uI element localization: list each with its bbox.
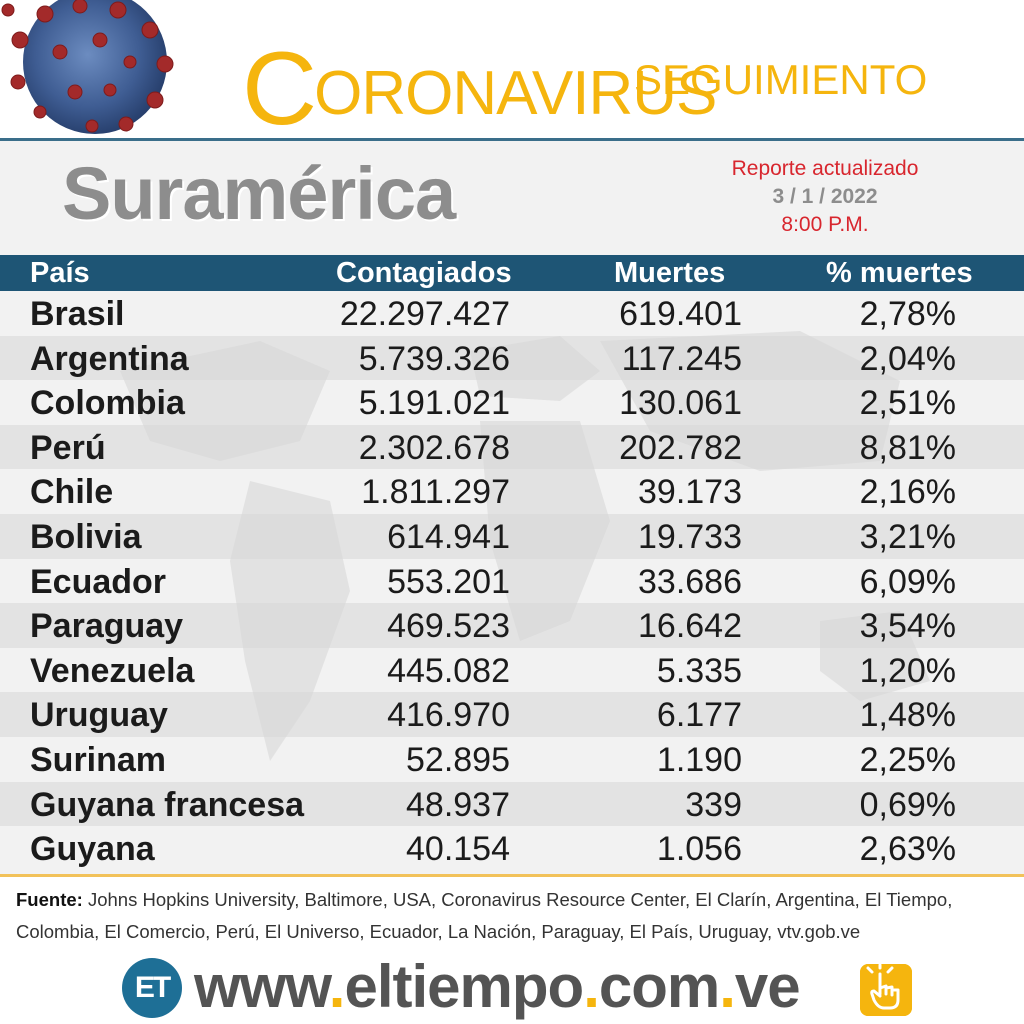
url-part: ve	[734, 953, 801, 1020]
cell-cases: 52.895	[406, 740, 510, 779]
cell-pct: 3,21%	[859, 517, 956, 556]
table-row: Uruguay 416.970 6.177 1,48%	[0, 692, 1024, 737]
cell-deaths: 19.733	[638, 517, 742, 556]
cell-deaths: 16.642	[638, 607, 742, 646]
cell-country: Argentina	[30, 339, 189, 378]
title-sub: SEGUIMIENTO	[634, 56, 928, 103]
cell-deaths: 39.173	[638, 473, 742, 512]
table-row: Bolivia 614.941 19.733 3,21%	[0, 513, 1024, 559]
cell-deaths: 339	[685, 785, 742, 824]
report-label: Reporte actualizado	[731, 157, 919, 180]
source-note: Fuente: Johns Hopkins University, Baltim…	[16, 884, 1016, 948]
table-row: Argentina 5.739.326 117.245 2,04%	[0, 335, 1024, 381]
cell-cases: 40.154	[406, 830, 510, 869]
report-time: 8:00 P.M.	[781, 213, 869, 236]
source-text: Johns Hopkins University, Baltimore, USA…	[16, 889, 953, 942]
table-row: Perú 2.302.678 202.782 8,81%	[0, 424, 1024, 470]
url-part: www	[194, 953, 330, 1020]
column-header-pct: % muertes	[826, 257, 973, 289]
cell-pct: 6,09%	[859, 562, 956, 601]
cell-cases: 22.297.427	[339, 295, 510, 333]
table-body: Brasil 22.297.427 619.401 2,78% Argentin…	[0, 291, 1024, 871]
url-part: com	[598, 953, 720, 1020]
cell-country: Guyana	[30, 830, 155, 869]
table-row: Chile 1.811.297 39.173 2,16%	[0, 469, 1024, 514]
cell-deaths: 1.056	[656, 830, 742, 869]
cell-cases: 445.082	[387, 651, 510, 690]
title-rest: ORONAVIRUS	[314, 59, 717, 128]
cell-pct: 2,25%	[859, 740, 956, 779]
cell-pct: 3,54%	[859, 607, 956, 646]
main-title: CORONAVIRUS SEGUIMIENTO	[242, 14, 1002, 147]
cell-cases: 614.941	[387, 517, 510, 556]
cell-country: Colombia	[30, 384, 185, 423]
table-row: Guyana francesa 48.937 339 0,69%	[0, 781, 1024, 827]
region-title: Suramérica	[62, 152, 456, 235]
cell-cases: 48.937	[406, 785, 510, 824]
cell-country: Bolivia	[30, 517, 142, 556]
report-date: 3 / 1 / 2022	[772, 185, 878, 208]
url-dot: .	[328, 953, 346, 1020]
cell-pct: 8,81%	[859, 428, 956, 467]
cell-cases: 1.811.297	[361, 473, 510, 512]
cell-deaths: 5.335	[656, 651, 742, 690]
header: CORONAVIRUS SEGUIMIENTO	[0, 0, 1024, 147]
cell-deaths: 619.401	[619, 295, 742, 333]
table-row: Paraguay 469.523 16.642 3,54%	[0, 603, 1024, 648]
hand-pointer-icon	[860, 964, 912, 1016]
table-row: Brasil 22.297.427 619.401 2,78%	[0, 291, 1024, 336]
title-initial: C	[242, 31, 317, 147]
cell-country: Brasil	[30, 295, 125, 333]
cell-deaths: 117.245	[621, 339, 742, 378]
url-part: eltiempo	[344, 953, 584, 1020]
table-header: País Contagiados Muertes % muertes	[0, 255, 1024, 291]
cell-country: Paraguay	[30, 607, 184, 646]
cell-country: Chile	[30, 473, 114, 512]
coronavirus-icon	[1, 0, 174, 134]
cell-cases: 553.201	[387, 562, 510, 601]
cell-cases: 469.523	[387, 607, 510, 646]
cell-country: Guyana francesa	[30, 785, 305, 824]
cell-pct: 2,16%	[859, 473, 956, 512]
report-info: Reporte actualizado 3 / 1 / 2022 8:00 P.…	[690, 155, 960, 239]
column-header-cases: Contagiados	[336, 257, 512, 289]
table-row: Venezuela 445.082 5.335 1,20%	[0, 648, 1024, 693]
cell-pct: 0,69%	[859, 785, 956, 824]
cell-country: Surinam	[30, 740, 167, 779]
cell-deaths: 1.190	[656, 740, 742, 779]
site-url[interactable]: www.eltiempo.com.ve	[194, 952, 801, 1021]
et-logo: ET	[122, 958, 182, 1018]
cell-cases: 2.302.678	[358, 428, 510, 467]
cell-pct: 2,04%	[859, 339, 956, 378]
cell-pct: 1,20%	[859, 651, 956, 690]
cell-cases: 5.191.021	[358, 384, 510, 423]
url-dot: .	[583, 953, 600, 1020]
cell-cases: 5.739.326	[358, 339, 510, 378]
table-row: Colombia 5.191.021 130.061 2,51%	[0, 380, 1024, 425]
cell-cases: 416.970	[387, 696, 510, 735]
cell-country: Uruguay	[30, 696, 168, 735]
cell-pct: 2,78%	[859, 295, 956, 333]
cell-pct: 2,51%	[859, 384, 956, 423]
cell-deaths: 6.177	[656, 696, 742, 735]
panel-divider	[0, 874, 1024, 877]
cell-pct: 1,48%	[859, 696, 956, 735]
cell-country: Ecuador	[30, 562, 167, 601]
url-dot: .	[719, 953, 736, 1020]
cell-pct: 2,63%	[859, 830, 956, 869]
cell-country: Venezuela	[30, 651, 195, 690]
cell-deaths: 130.061	[619, 384, 742, 423]
table-row: Surinam 52.895 1.190 2,25%	[0, 737, 1024, 782]
column-header-deaths: Muertes	[614, 257, 726, 289]
source-label: Fuente:	[16, 889, 83, 910]
table-row: Guyana 40.154 1.056 2,63%	[0, 826, 1024, 871]
data-panel: Suramérica Reporte actualizado 3 / 1 / 2…	[0, 138, 1024, 877]
site-banner: ET www.eltiempo.com.ve	[0, 952, 1024, 1024]
cell-deaths: 202.782	[619, 428, 742, 467]
cell-deaths: 33.686	[638, 562, 742, 601]
cell-country: Perú	[30, 428, 106, 467]
column-header-country: País	[30, 257, 90, 289]
table-row: Ecuador 553.201 33.686 6,09%	[0, 559, 1024, 604]
